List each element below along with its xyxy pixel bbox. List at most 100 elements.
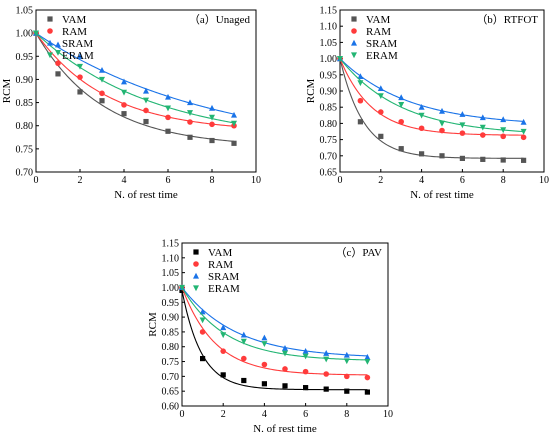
y-tick-label: 0.70 — [162, 372, 180, 383]
fit-curve-sram — [339, 58, 524, 122]
legend-label-eram: ERAM — [208, 283, 240, 295]
data-point-eram — [418, 112, 425, 119]
data-point-ram — [364, 374, 371, 381]
y-axis-label: RCM — [1, 79, 13, 104]
data-point-sram — [439, 107, 445, 114]
x-tick-label: 2 — [378, 175, 383, 186]
legend-marker-sram — [47, 39, 53, 46]
data-point-eram — [337, 56, 343, 62]
y-axis-label: RCM — [305, 79, 317, 104]
data-point-sram — [323, 350, 330, 356]
x-axis-label: N. of rest time — [253, 423, 317, 435]
data-point-eram — [282, 350, 288, 357]
y-tick-label: 0.75 — [16, 144, 34, 155]
data-point-eram — [33, 30, 39, 37]
data-point-sram — [282, 345, 288, 351]
fit-curve-sram — [181, 287, 368, 357]
data-point-vam — [77, 89, 83, 95]
legend-label-eram: ERAM — [366, 50, 398, 62]
fit-curve-ram — [181, 287, 368, 376]
y-tick-label: 0.95 — [16, 52, 34, 63]
data-point-ram — [77, 74, 83, 80]
data-point-eram — [398, 102, 405, 108]
data-point-eram — [179, 284, 185, 291]
fit-curve-ram — [35, 32, 235, 127]
y-tick-label: 0.85 — [162, 327, 180, 338]
x-tick-label: 8 — [210, 175, 215, 186]
data-point-eram — [500, 127, 507, 134]
y-tick-label: 0.85 — [16, 98, 34, 109]
y-tick-label: 1.00 — [162, 283, 180, 294]
legend-label-eram: ERAM — [62, 50, 94, 62]
y-tick-label: 0.90 — [320, 87, 338, 98]
data-point-vam — [500, 157, 506, 163]
data-point-eram — [439, 120, 445, 127]
data-point-sram — [364, 353, 371, 360]
x-tick-label: 0 — [34, 175, 39, 186]
data-point-ram — [55, 60, 61, 67]
data-point-ram — [378, 109, 384, 115]
data-point-vam — [419, 151, 425, 157]
legend-label-sram: SRAM — [62, 38, 93, 50]
data-point-sram — [418, 104, 425, 110]
legend-marker-vam — [47, 16, 53, 22]
data-point-sram — [377, 85, 384, 92]
x-tick-label: 8 — [344, 409, 349, 420]
data-point-sram — [121, 78, 127, 85]
data-point-eram — [143, 97, 149, 104]
data-point-ram — [398, 118, 405, 125]
data-point-eram — [377, 93, 384, 100]
data-point-sram — [165, 93, 171, 100]
data-point-ram — [520, 134, 527, 141]
y-tick-label: 0.80 — [16, 121, 34, 132]
data-point-sram — [261, 334, 268, 341]
data-point-vam — [231, 140, 237, 146]
y-tick-label: 0.65 — [162, 387, 180, 398]
legend-marker-ram — [47, 28, 53, 34]
data-point-eram — [209, 114, 215, 121]
data-point-sram — [231, 111, 237, 118]
data-point-vam — [121, 111, 127, 117]
x-tick-label: 0 — [180, 409, 185, 420]
data-point-eram — [231, 120, 237, 127]
data-point-vam — [220, 372, 226, 378]
fit-curve-eram — [339, 58, 524, 133]
data-point-vam — [398, 146, 404, 152]
data-point-eram — [99, 76, 105, 83]
fit-curve-sram — [35, 32, 235, 115]
x-tick-label: 10 — [539, 175, 549, 186]
data-point-ram — [323, 371, 330, 377]
x-tick-label: 4 — [419, 175, 424, 186]
y-tick-label: 0.90 — [16, 75, 34, 86]
data-point-vam — [55, 71, 61, 77]
fit-curve-vam — [339, 58, 524, 159]
x-tick-label: 10 — [383, 409, 393, 420]
data-point-eram — [520, 128, 527, 135]
x-tick-label: 2 — [78, 175, 83, 186]
y-tick-label: 1.05 — [320, 38, 338, 49]
x-tick-label: 6 — [166, 175, 171, 186]
chart-panel-1: 0 2 4 6 8 10 0.70 0.75 0.80 0.85 0.90 0.95 1.00 1.05 N… — [1, 6, 261, 202]
data-point-eram — [343, 358, 350, 365]
data-point-vam — [378, 133, 384, 139]
data-point-vam — [165, 128, 171, 134]
y-tick-label: 1.05 — [162, 268, 180, 279]
data-point-eram — [302, 353, 309, 360]
data-point-vam — [521, 157, 527, 163]
legend-label-ram: RAM — [366, 26, 391, 38]
y-tick-label: 1.15 — [320, 6, 338, 17]
data-point-vam — [209, 137, 215, 144]
data-point-eram — [323, 356, 330, 363]
y-tick-label: 0.70 — [320, 151, 338, 162]
x-tick-label: 4 — [122, 175, 127, 186]
data-point-sram — [77, 53, 83, 59]
x-tick-label: 8 — [501, 175, 506, 186]
legend-marker-eram — [47, 52, 53, 59]
legend-label-ram: RAM — [208, 259, 233, 271]
x-tick-label: 6 — [460, 175, 465, 186]
legend-marker-eram — [351, 52, 357, 59]
y-tick-label: 1.05 — [16, 6, 34, 17]
y-tick-label: 0.75 — [320, 135, 338, 146]
